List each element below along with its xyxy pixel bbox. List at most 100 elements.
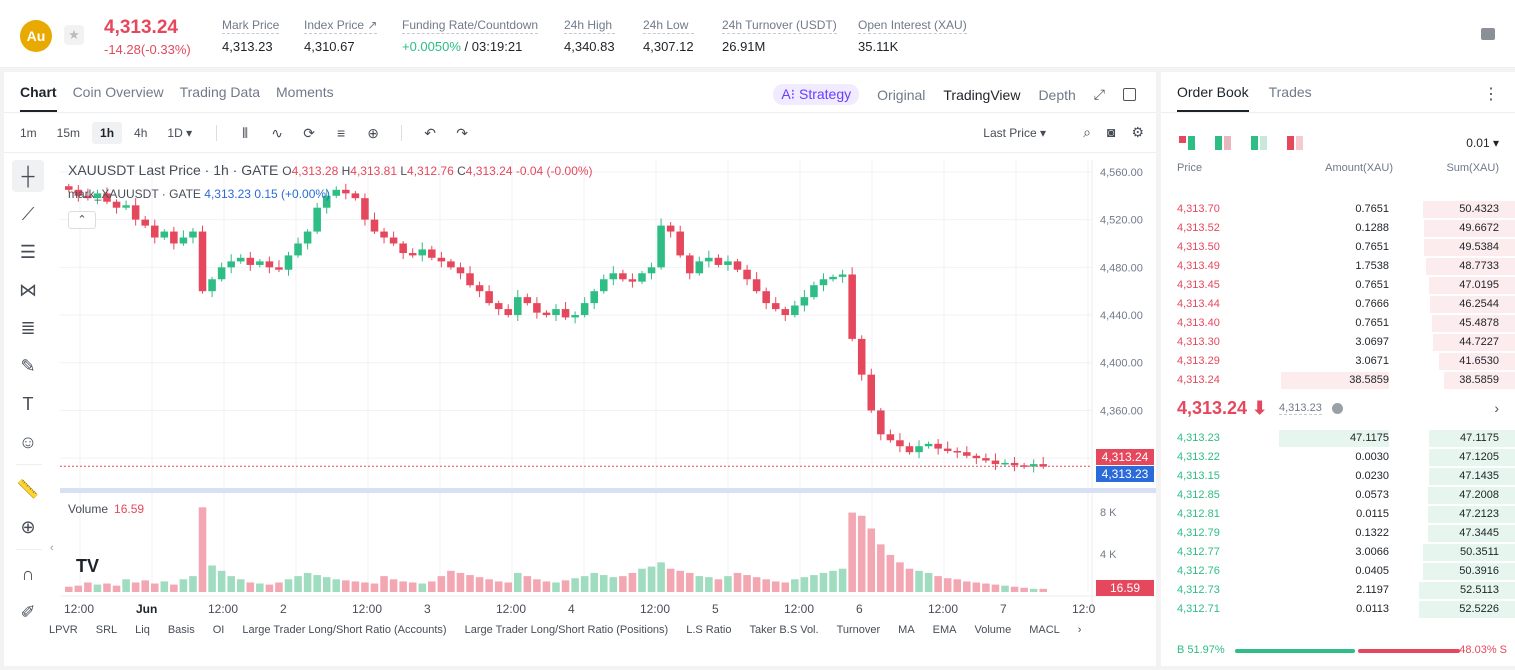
indicator-14[interactable]: › [1077,624,1082,636]
indicator-2[interactable]: Liq [135,624,150,636]
timeframe-2[interactable]: 1h [92,122,123,144]
pencil-lock-icon[interactable]: ✐ [20,601,36,622]
orderbook-row[interactable]: 4,313.50 0.7651 49.5384 [1161,238,1515,257]
magnet-icon[interactable]: ∩ [21,563,35,584]
tab-trading-data[interactable]: Trading Data [179,84,261,100]
orderbook-row[interactable]: 4,312.85 0.0573 47.2008 [1161,486,1515,505]
indicator-11[interactable]: EMA [932,624,957,636]
strategy-button[interactable]: A⁝ Strategy [773,84,860,105]
orderbook-row[interactable]: 4,312.76 0.0405 50.3916 [1161,562,1515,581]
window-icon[interactable] [1123,88,1136,101]
precision-select[interactable]: 0.01 ▾ [1466,136,1499,150]
price-source-select[interactable]: Last Price ▾ [983,126,1046,140]
indicator-4[interactable]: OI [212,624,225,636]
orderbook-row[interactable]: 4,313.44 0.7666 46.2544 [1161,295,1515,314]
indicator-7[interactable]: L.S Ratio [686,624,732,636]
notes-icon[interactable] [1481,28,1495,40]
indicators-icon[interactable]: ∿ [271,125,283,141]
crosshair-icon[interactable]: ┼ [12,160,44,192]
indicator-10[interactable]: MA [898,624,915,636]
book-bids-icon[interactable] [1251,136,1267,150]
orderbook-row[interactable]: 4,313.30 3.0697 44.7227 [1161,333,1515,352]
book-asks-icon[interactable] [1287,136,1303,150]
indicator-1[interactable]: SRL [95,624,118,636]
orderbook-row[interactable]: 4,312.81 0.0115 47.2123 [1161,505,1515,524]
x-tick-label: 12:00 [64,602,94,616]
orderbook-row[interactable]: 4,312.77 3.0066 50.3511 [1161,543,1515,562]
volume-bar [428,581,436,592]
zoom-in-icon[interactable]: ⊕ [20,516,36,537]
indicator-8[interactable]: Taker B.S Vol. [749,624,819,636]
brush-icon[interactable]: ✎ [20,355,36,376]
orderbook-row[interactable]: 4,313.24 38.5859 38.5859 [1161,371,1515,390]
orderbook-row[interactable]: 4,312.73 2.1197 52.5113 [1161,581,1515,600]
orderbook-row[interactable]: 4,313.52 0.1288 49.6672 [1161,219,1515,238]
emoji-icon[interactable]: ☺ [18,431,38,452]
volume-bar [771,581,780,592]
expand-icon[interactable]: ⤢ [1093,86,1105,102]
redo-icon[interactable]: ↷ [456,125,468,141]
timeframe-0[interactable]: 1m [20,126,37,140]
candle [1001,462,1009,465]
chevron-left-icon[interactable]: ‹ [50,542,54,554]
favorite-star-icon[interactable]: ★ [64,25,84,45]
undo-icon[interactable]: ↶ [424,125,436,141]
indicator-3[interactable]: Basis [167,624,195,636]
timeframe-3[interactable]: 4h [134,126,148,140]
x-tick-label: 12:00 [640,602,670,616]
camera-icon[interactable]: ◙ [1106,124,1116,140]
candle [275,267,283,270]
candle [924,443,933,447]
orderbook-row[interactable]: 4,313.23 47.1175 47.1175 [1161,429,1515,448]
templates-icon[interactable]: ≡ [337,125,346,141]
indicator-13[interactable]: MACL [1029,624,1060,636]
indicator-9[interactable]: Turnover [836,624,881,636]
tab-order-book[interactable]: Order Book [1177,84,1249,112]
search-icon[interactable]: ⌕ [1083,124,1091,140]
orderbook-row[interactable]: 4,312.71 0.0113 52.5226 [1161,600,1515,619]
timeframe-4[interactable]: 1D ▾ [167,126,193,140]
candle [380,231,388,238]
pattern-icon[interactable]: ⋈ [19,279,37,300]
orderbook-row[interactable]: 4,313.45 0.7651 47.0195 [1161,276,1515,295]
tab-moments[interactable]: Moments [276,84,334,100]
volume-bar [504,582,513,592]
orderbook-row[interactable]: 4,313.40 0.7651 45.4878 [1161,314,1515,333]
tab-original[interactable]: Original [877,86,926,103]
add-indicator-icon[interactable]: ⊕ [367,125,379,141]
orderbook-row[interactable]: 4,313.15 0.0230 47.1435 [1161,467,1515,486]
replay-icon[interactable]: ⟳ [303,125,315,141]
candles-icon[interactable]: ⫴ [242,125,249,141]
orderbook-row[interactable]: 4,313.70 0.7651 50.4323 [1161,200,1515,219]
y-tick-label: 4,440.00 [1100,310,1143,322]
volume-bar [542,581,551,592]
more-icon[interactable]: ⋮ [1483,86,1499,103]
orderbook-row[interactable]: 4,312.79 0.1322 47.3445 [1161,524,1515,543]
ruler-icon[interactable]: 📏 [16,478,40,499]
orderbook-row[interactable]: 4,313.22 0.0030 47.1205 [1161,448,1515,467]
orderbook-row[interactable]: 4,313.29 3.0671 41.6530 [1161,352,1515,371]
tab-coin-overview[interactable]: Coin Overview [72,84,164,100]
book-both-icon[interactable] [1179,136,1195,150]
trendline-icon[interactable]: ⟋ [21,203,35,224]
candle [877,410,885,435]
book-mode-icon[interactable] [1215,136,1231,150]
gear-icon[interactable]: ⚙ [1131,124,1144,140]
tab-depth[interactable]: Depth [1038,86,1076,103]
candle [189,231,197,238]
chevron-right-icon[interactable]: › [1494,400,1499,416]
tab-tradingview[interactable]: TradingView [943,86,1021,103]
timeframe-1[interactable]: 15m [56,126,81,140]
collapse-legend-button[interactable]: ⌃ [68,211,96,229]
candlestick-chart[interactable]: 4,560.00 4,520.00 4,480.00 4,440.00 4,400.00… [4,72,1156,666]
indicator-5[interactable]: Large Trader Long/Short Ratio (Accounts) [242,624,447,636]
indicator-0[interactable]: LPVR [49,624,78,636]
tab-trades[interactable]: Trades [1268,84,1312,100]
fib-icon[interactable]: ≣ [20,317,36,338]
horizontal-lines-icon[interactable]: ☰ [19,241,37,262]
orderbook-row[interactable]: 4,313.49 1.7538 48.7733 [1161,257,1515,276]
indicator-6[interactable]: Large Trader Long/Short Ratio (Positions… [464,624,669,636]
text-icon[interactable]: T [22,393,34,414]
tab-chart[interactable]: Chart [20,84,57,112]
indicator-12[interactable]: Volume [974,624,1012,636]
